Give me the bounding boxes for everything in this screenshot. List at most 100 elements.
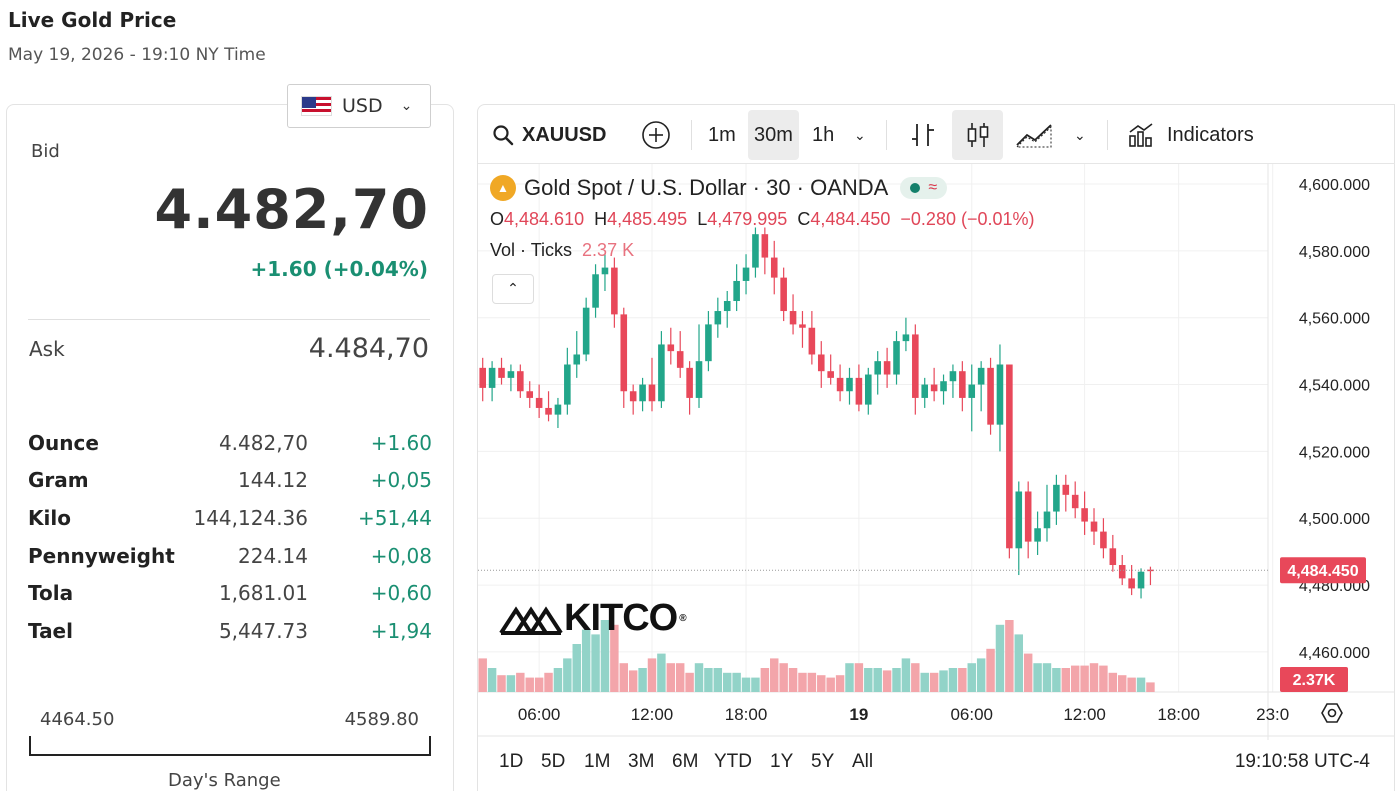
low-label: L	[697, 209, 708, 229]
candle-body	[1062, 484, 1070, 495]
unit-price: 4.482,70	[218, 430, 308, 455]
last-price-label: 4,484.450	[1287, 563, 1358, 580]
candle-body	[846, 377, 853, 392]
interval-1m[interactable]: 1m	[708, 123, 736, 146]
volume-bar	[647, 658, 657, 692]
volume-bar	[1061, 668, 1071, 692]
range-5d[interactable]: 5D	[541, 751, 566, 772]
volume-bar	[986, 648, 995, 692]
open-label: O	[490, 209, 505, 229]
volume-bar	[478, 658, 487, 692]
volume-bar	[675, 663, 685, 692]
indicators-button[interactable]: Indicators	[1127, 106, 1254, 164]
y-tick-label: 4,520.000	[1299, 444, 1370, 461]
volume-bar	[741, 677, 751, 692]
x-tick-label: 12:00	[1063, 705, 1106, 724]
chevron-down-icon: ⌄	[400, 98, 413, 114]
candle-body	[770, 257, 778, 278]
range-1y[interactable]: 1Y	[770, 751, 794, 772]
volume-bar	[911, 663, 920, 692]
candle-body	[977, 367, 985, 385]
area-chart-type-button[interactable]	[1015, 106, 1053, 164]
volume-bar	[920, 672, 929, 692]
unit-change: +0,60	[370, 581, 432, 606]
chart-type-chevron-icon[interactable]: ⌄	[1074, 126, 1086, 143]
candle-body	[883, 361, 891, 375]
volume-bar	[798, 672, 807, 692]
candle-body	[1043, 511, 1051, 529]
volume-bar	[1146, 682, 1155, 692]
candle-body	[479, 367, 486, 388]
unit-change: +1,94	[370, 618, 432, 643]
ohlc-bars-icon	[912, 124, 934, 146]
unit-name: Tola	[28, 581, 74, 606]
volume-bar	[600, 620, 610, 692]
candle-body	[949, 371, 957, 382]
kitco-wordmark: KITCO	[564, 597, 678, 639]
bar-chart-type-button[interactable]	[910, 106, 936, 164]
range-1d[interactable]: 1D	[499, 751, 524, 772]
candle-body	[658, 344, 665, 402]
symbol-search[interactable]: XAUUSD	[492, 106, 606, 164]
collapse-legend-button[interactable]: ⌃	[492, 274, 534, 304]
range-6m[interactable]: 6M	[672, 751, 699, 772]
volume-bar	[1127, 677, 1136, 692]
legend-title: Gold Spot / U.S. Dollar · 30 · OANDA	[524, 175, 889, 200]
volume-bar	[610, 624, 619, 692]
candle-body	[733, 280, 740, 302]
interval-30m[interactable]: 30m	[748, 110, 799, 160]
candle-body	[545, 407, 552, 415]
candle-body	[930, 384, 938, 392]
volume-bar	[939, 670, 948, 692]
interval-1h[interactable]: 1h	[812, 123, 835, 146]
volume-legend: Vol · Ticks 2.37 K	[490, 240, 634, 261]
volume-bar	[1089, 663, 1099, 692]
range-5y[interactable]: 5Y	[811, 751, 835, 772]
unit-price: 224.14	[238, 543, 308, 568]
range-all[interactable]: All	[852, 751, 874, 772]
unit-row-gram: Gram 144.12 +0,05	[28, 462, 432, 500]
range-ytd[interactable]: YTD	[714, 751, 752, 772]
volume-bar	[882, 670, 892, 692]
y-tick-label: 4,580.000	[1299, 244, 1370, 261]
candle-body	[564, 364, 571, 405]
volume-bar	[1099, 665, 1108, 692]
candle-body	[902, 334, 910, 342]
candle-body	[592, 274, 599, 308]
range-3m[interactable]: 3M	[628, 751, 655, 772]
candle-body	[1024, 491, 1032, 542]
price-chart[interactable]: 4,600.000 4,580.000 4,560.000 4,540.000 4,52…	[478, 164, 1395, 740]
ask-label: Ask	[29, 337, 65, 361]
volume-bar	[948, 668, 958, 692]
toolbar-separator	[886, 120, 887, 150]
unit-row-tael: Tael 5,447.73 +1,94	[28, 612, 432, 650]
volume-bar	[854, 663, 864, 692]
range-1m[interactable]: 1M	[584, 751, 611, 772]
toolbar-separator	[1107, 120, 1108, 150]
volume-bar	[497, 675, 506, 692]
candle-chart-type-button[interactable]	[952, 110, 1003, 160]
currency-selector[interactable]: USD ⌄	[287, 84, 431, 128]
settings-gear-icon[interactable]	[1321, 703, 1343, 723]
interval-dropdown-chevron-icon[interactable]: ⌄	[854, 126, 866, 143]
candle-body	[1137, 571, 1145, 589]
market-status-pill[interactable]: ≈	[900, 177, 948, 199]
gold-symbol-icon: ▲	[490, 175, 516, 201]
volume-bar	[873, 668, 882, 692]
volume-bar	[572, 644, 581, 692]
high-label: H	[594, 209, 608, 229]
volume-bar	[1052, 668, 1061, 692]
candle-body	[1100, 531, 1107, 549]
candle-body	[799, 324, 806, 328]
volume-bar	[1070, 665, 1080, 692]
day-range-bar	[29, 736, 431, 756]
candle-body	[865, 374, 872, 405]
candle-body	[629, 391, 637, 402]
volume-bar	[845, 663, 854, 692]
unit-row-pennyweight: Pennyweight 224.14 +0,08	[28, 537, 432, 575]
chart-legend-title: ▲ Gold Spot / U.S. Dollar · 30 · OANDA ≈	[490, 175, 948, 201]
volume-bar	[732, 672, 741, 692]
candle-body	[573, 354, 581, 365]
compare-button[interactable]	[641, 106, 671, 164]
divider	[28, 319, 430, 320]
